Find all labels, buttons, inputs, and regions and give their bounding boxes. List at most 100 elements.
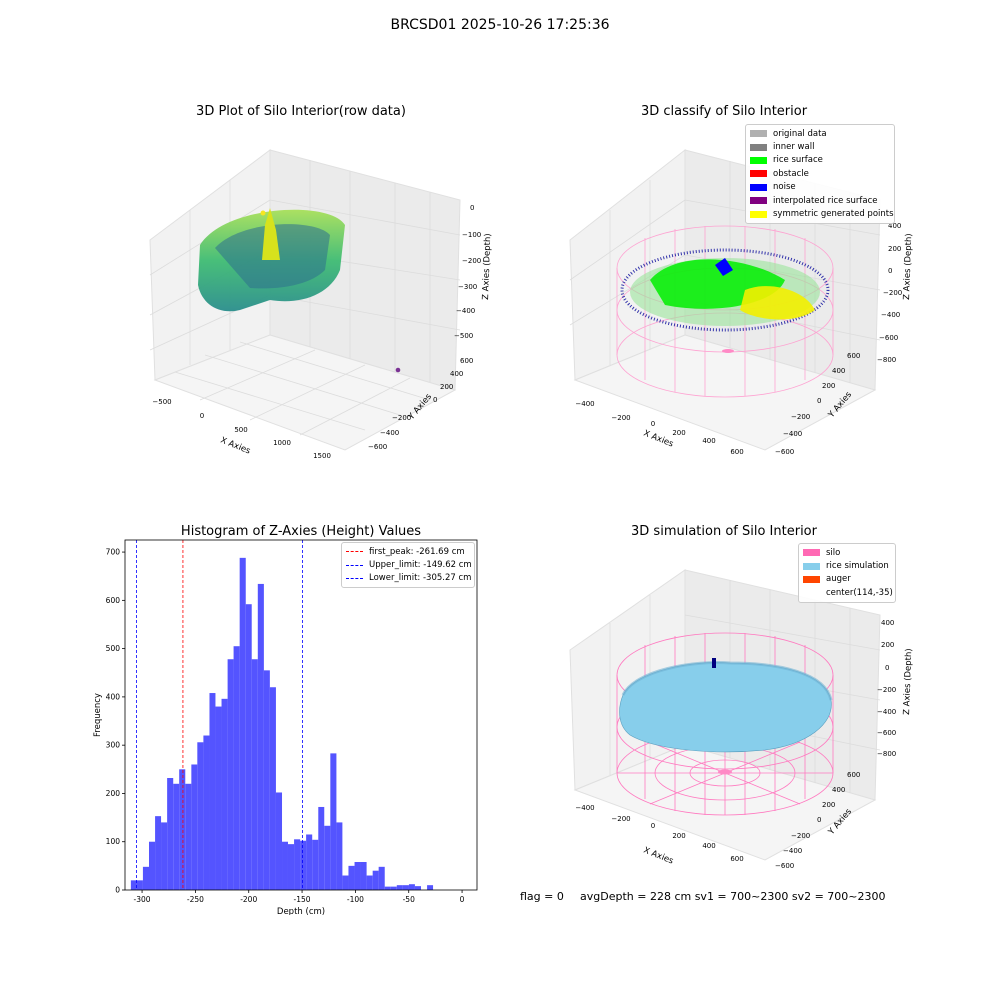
histogram-bar — [161, 822, 168, 890]
histogram-bar — [287, 844, 295, 890]
legend-swatch — [750, 143, 767, 151]
histogram-bar — [336, 822, 343, 890]
p2-ytick: 400 — [832, 367, 845, 375]
histogram-bar — [366, 875, 373, 890]
histogram-bar — [396, 885, 403, 890]
histogram-bar — [149, 841, 156, 890]
legend-swatch — [803, 562, 820, 570]
p2-ztick: −400 — [881, 311, 900, 319]
plot4-title: 3D simulation of Silo Interior — [631, 524, 817, 539]
histogram-bar — [324, 825, 331, 890]
p1-ztick: −300 — [458, 283, 477, 291]
y-tick-label: 400 — [106, 692, 121, 701]
p2-xlabel: X Axies — [642, 429, 675, 450]
p2-ytick: 600 — [847, 352, 860, 360]
p4-ztick: −400 — [877, 708, 896, 716]
p1-xlabel: X Axies — [219, 436, 252, 457]
p1-ytick: −400 — [380, 429, 399, 437]
y-tick-label: 100 — [106, 837, 121, 846]
histogram-bar — [414, 886, 421, 890]
histogram-bar — [203, 735, 210, 890]
legend-line — [346, 551, 363, 553]
legend-item: Upper_limit: -149.62 cm — [346, 558, 472, 571]
p4-xtick: 0 — [651, 822, 655, 830]
plot1-title: 3D Plot of Silo Interior(row data) — [196, 104, 406, 119]
p2-ytick: −200 — [791, 413, 810, 421]
legend-item: auger — [803, 573, 891, 586]
p1-xtick: 500 — [234, 426, 247, 434]
histogram-bar — [191, 764, 198, 890]
legend-item: rice surface — [750, 154, 890, 167]
legend-item: rice simulation — [803, 559, 891, 572]
p4-zlabel: Z Axies (Depth) — [902, 648, 914, 715]
p2-xtick: 0 — [651, 420, 655, 428]
histogram-bar — [312, 839, 319, 890]
histogram-bar — [348, 865, 355, 890]
p4-ytick: 200 — [822, 801, 835, 809]
p4-ytick: −600 — [775, 862, 794, 870]
histogram-bar — [282, 841, 288, 890]
p1-xtick: 1500 — [313, 452, 331, 460]
flag-text: flag = 0 — [520, 890, 564, 903]
plot2-3d-axes: −400 −200 0 200 400 600 600 400 200 0 −2… — [569, 148, 914, 456]
legend-swatch — [750, 183, 767, 191]
histogram-bar — [197, 742, 204, 890]
y-tick-label: 300 — [106, 741, 121, 750]
histogram-bar — [221, 698, 228, 890]
histogram-bar — [354, 862, 361, 890]
histogram-bar — [251, 659, 258, 890]
legend-line — [346, 564, 363, 566]
p1-xtick: −500 — [152, 398, 171, 406]
p4-xtick: −400 — [575, 804, 594, 812]
histogram-bar — [300, 840, 307, 890]
legend-item: original data — [750, 127, 890, 140]
histogram-bar — [390, 886, 397, 890]
histogram-bar — [173, 783, 180, 890]
p4-xtick: −200 — [611, 815, 630, 823]
histogram-bar — [130, 880, 137, 890]
p1-zlabel: Z Axies (Depth) — [481, 233, 493, 300]
legend-item: silo — [803, 546, 891, 559]
p1-ytick: 400 — [450, 370, 463, 378]
p2-ytick: −600 — [775, 448, 794, 456]
p1-ytick: −200 — [392, 414, 411, 422]
p1-ztick: −200 — [462, 257, 481, 265]
p4-ytick: −200 — [791, 832, 810, 840]
p4-ztick: 400 — [881, 619, 894, 627]
p2-ztick: −200 — [883, 289, 902, 297]
p1-xtick: 0 — [200, 412, 204, 420]
legend-swatch — [803, 549, 820, 557]
histogram-bar — [136, 880, 143, 890]
plot2-title: 3D classify of Silo Interior — [640, 104, 808, 119]
x-tick-label: -150 — [294, 895, 311, 904]
p1-ytick: −600 — [368, 443, 387, 451]
legend-swatch — [750, 210, 767, 218]
hist-ylabel: Frequency — [93, 693, 103, 737]
p1-ytick: 0 — [433, 396, 437, 404]
p4-xtick: 600 — [730, 855, 743, 863]
histogram-bar — [233, 646, 240, 890]
histogram-bar — [257, 583, 264, 890]
p4-ztick: −800 — [877, 750, 896, 758]
p2-xtick: 200 — [672, 429, 685, 437]
histogram-bar — [227, 659, 234, 890]
histogram-bar — [306, 834, 313, 890]
legend-line — [346, 577, 363, 579]
hist-legend: first_peak: -261.69 cm Upper_limit: -149… — [341, 542, 475, 589]
x-tick-label: -200 — [240, 895, 257, 904]
legend-swatch — [750, 130, 767, 138]
histogram-bar — [185, 783, 192, 890]
y-tick-label: 200 — [106, 789, 121, 798]
x-tick-label: -300 — [134, 895, 151, 904]
legend-item: noise — [750, 181, 890, 194]
histogram-bar — [408, 884, 415, 890]
p2-ztick: 400 — [888, 222, 901, 230]
histogram-bar — [245, 604, 252, 890]
legend-swatch — [750, 170, 767, 178]
x-tick-label: -50 — [403, 895, 415, 904]
histogram-chart: -300 -250 -200 -150 -100 -50 0 0 100 200 300 400 500… — [93, 539, 478, 915]
histogram-bar — [372, 870, 379, 890]
p1-ztick: −500 — [454, 332, 473, 340]
histogram-bar — [384, 886, 391, 890]
legend-item: inner wall — [750, 140, 890, 153]
